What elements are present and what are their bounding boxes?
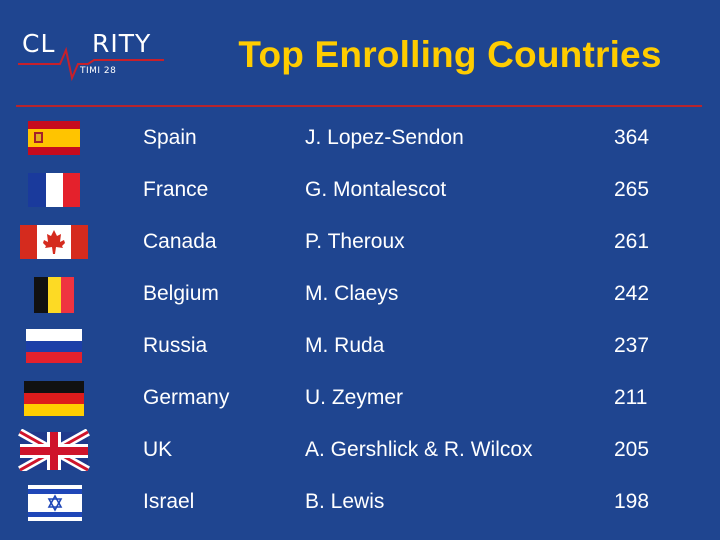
enrollment-count: 265 xyxy=(614,178,650,201)
svg-text:CL: CL xyxy=(22,29,55,58)
enrollment-count: 205 xyxy=(614,438,650,461)
table-row: Spain J. Lopez-Sendon 364 xyxy=(0,113,720,165)
page-title: Top Enrolling Countries xyxy=(238,34,662,75)
table-row: Belgium M. Claeys 242 xyxy=(0,269,720,321)
israel-flag-icon xyxy=(28,485,82,521)
table-row: Israel B. Lewis 198 xyxy=(0,477,720,529)
uk-flag-icon xyxy=(18,429,90,471)
investigator-name: A. Gershlick & R. Wilcox xyxy=(305,438,533,461)
investigator-name: M. Ruda xyxy=(305,334,385,357)
enrollment-count: 211 xyxy=(614,386,648,409)
table-row: UK A. Gershlick & R. Wilcox 205 xyxy=(0,425,720,477)
enrollment-count: 198 xyxy=(614,490,650,513)
country-name: Israel xyxy=(143,490,195,513)
spain-flag-icon xyxy=(28,121,80,155)
enrollment-count: 261 xyxy=(614,230,650,253)
germany-flag-icon xyxy=(24,381,84,416)
investigator-name: U. Zeymer xyxy=(305,386,404,409)
country-name: France xyxy=(143,178,209,201)
investigator-name: B. Lewis xyxy=(305,490,385,513)
enrollment-count: 242 xyxy=(614,282,650,305)
russia-flag-icon xyxy=(26,329,82,363)
country-name: Russia xyxy=(143,334,208,357)
enrollment-count: 237 xyxy=(614,334,650,357)
investigator-name: G. Montalescot xyxy=(305,178,447,201)
canada-flag-icon xyxy=(20,225,88,259)
countries-table: Spain J. Lopez-Sendon 364 France G. Mont… xyxy=(0,113,720,529)
clarity-timi-28-logo: CL RITY TIMI 28 xyxy=(18,29,164,82)
country-name: Canada xyxy=(143,230,217,253)
country-name: Belgium xyxy=(143,282,219,305)
investigator-name: J. Lopez-Sendon xyxy=(305,126,464,149)
svg-text:RITY: RITY xyxy=(92,29,151,58)
investigator-name: M. Claeys xyxy=(305,282,399,305)
france-flag-icon xyxy=(28,173,80,207)
enrollment-count: 364 xyxy=(614,126,650,149)
country-name: Germany xyxy=(143,386,230,409)
country-name: Spain xyxy=(143,126,197,149)
table-row: France G. Montalescot 265 xyxy=(0,165,720,217)
title-divider xyxy=(16,105,702,107)
table-row: Germany U. Zeymer 211 xyxy=(0,373,720,425)
belgium-flag-icon xyxy=(34,277,74,313)
table-row: Canada P. Theroux 261 xyxy=(0,217,720,269)
country-name: UK xyxy=(143,438,173,461)
investigator-name: P. Theroux xyxy=(305,230,405,253)
table-row: Russia M. Ruda 237 xyxy=(0,321,720,373)
svg-text:TIMI 28: TIMI 28 xyxy=(79,66,116,76)
